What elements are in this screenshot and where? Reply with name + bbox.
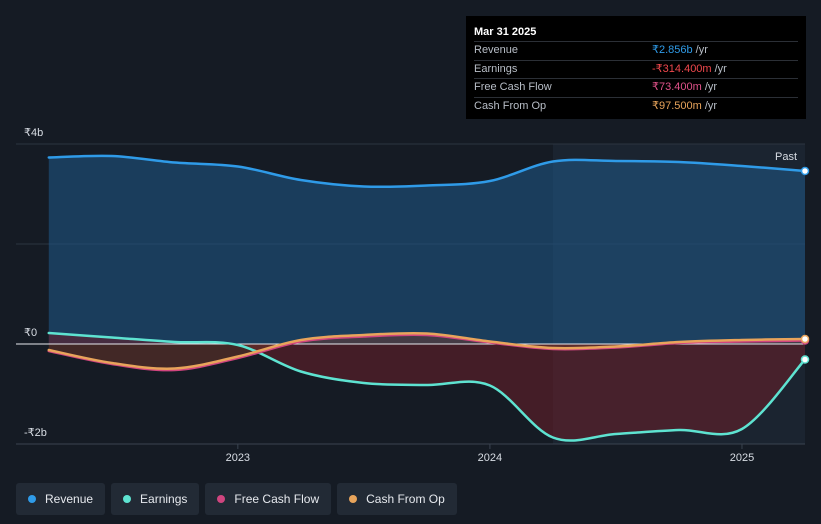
cash-from-op-area (48, 333, 806, 369)
tooltip-row-unit: /yr (714, 62, 727, 75)
legend-label: Free Cash Flow (234, 492, 320, 506)
legend-label: Earnings (140, 492, 188, 506)
legend-item-revenue[interactable]: Revenue (16, 483, 106, 515)
tooltip-row-label: Free Cash Flow (474, 81, 552, 93)
legend-dot-icon (28, 495, 36, 503)
cash-from-op-line (47, 331, 807, 370)
legend-dot-icon (217, 495, 226, 503)
x-tick-label: 2024 (478, 452, 502, 464)
y-tick-label: -₹2b (24, 427, 47, 439)
tooltip-row-free-cash-flow: Free Cash Flow ₹73.400m/yr (474, 78, 798, 97)
tooltip-row-value: ₹73.400m (652, 81, 702, 93)
earnings-line (47, 331, 807, 442)
tooltip-row-unit: /yr (704, 99, 718, 112)
legend-item-earnings[interactable]: Earnings (111, 483, 200, 515)
legend-item-free-cash-flow[interactable]: Free Cash Flow (205, 483, 332, 515)
tooltip-row-value: ₹97.500m (652, 99, 702, 112)
revenue-area (48, 155, 806, 344)
tooltip-row-label: Earnings (474, 62, 518, 75)
past-label: Past (775, 151, 797, 163)
chart-legend: Revenue Earnings Free Cash Flow Cash From O… (16, 483, 457, 515)
tooltip-row-value: -₹314.400m (652, 62, 712, 75)
tooltip-row-unit: /yr (695, 44, 708, 56)
legend-item-cash-from-op[interactable]: Cash From Op (337, 483, 457, 515)
tooltip-row-unit: /yr (704, 81, 718, 93)
y-tick-label: ₹4b (24, 127, 43, 139)
x-tick-label: 2023 (226, 452, 250, 464)
tooltip-date: Mar 31 2025 (474, 26, 537, 38)
legend-dot-icon (123, 495, 132, 503)
y-tick-label: ₹0 (24, 327, 37, 339)
earnings-area (48, 333, 806, 441)
cash-from-op-end-marker (800, 334, 810, 344)
revenue-end-marker (800, 166, 810, 176)
tooltip-row-earnings: Earnings -₹314.400m/yr (474, 59, 798, 79)
tooltip-row-value: ₹2.856b (652, 44, 693, 56)
tooltip-row-label: Cash From Op (474, 99, 547, 112)
tooltip-row-cash-from-op: Cash From Op ₹97.500m/yr (474, 96, 798, 116)
legend-label: Revenue (45, 492, 94, 506)
tooltip-row-revenue: Revenue ₹2.856b/yr (474, 41, 798, 60)
x-tick-label: 2025 (730, 452, 754, 464)
legend-label: Cash From Op (366, 492, 445, 506)
revenue-line (47, 154, 807, 189)
data-tooltip: Mar 31 2025 Revenue ₹2.856b/yr Earnings -₹3… (466, 16, 806, 119)
legend-dot-icon (349, 495, 358, 503)
tooltip-row-label: Revenue (474, 44, 519, 56)
earnings-end-marker (800, 355, 810, 364)
